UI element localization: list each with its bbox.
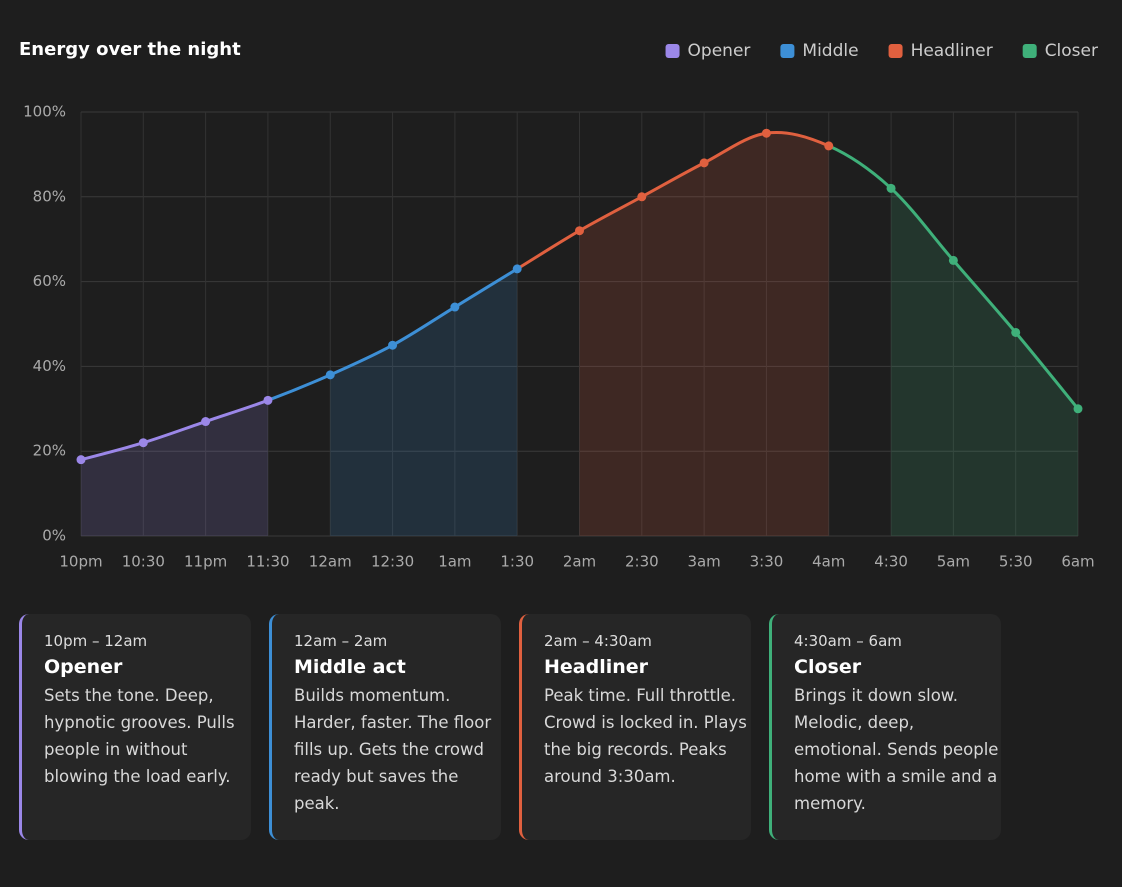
card: 2am – 4:30am Headliner Peak time. Full thr… <box>519 614 751 840</box>
point <box>637 192 647 202</box>
x-tick-label: 1:30 <box>500 553 534 571</box>
card-time: 10pm – 12am <box>44 632 148 650</box>
point <box>388 340 398 350</box>
card: 4:30am – 6am Closer Brings it down slow. M… <box>769 614 1001 840</box>
card-title: Opener <box>44 656 123 678</box>
x-tick-label: 3am <box>687 553 720 571</box>
legend-swatch <box>888 44 903 58</box>
card-title: Closer <box>794 656 862 678</box>
point <box>512 264 522 274</box>
x-tick-label: 6am <box>1061 553 1094 571</box>
y-tick-label: 40% <box>33 357 66 375</box>
x-tick-label: 3:30 <box>750 553 784 571</box>
point <box>325 370 335 380</box>
card-body: Builds momentum. Harder, faster. The flo… <box>294 686 492 813</box>
line <box>80 398 269 462</box>
card-body: Brings it down slow. Melodic, deep, emot… <box>794 686 999 813</box>
area <box>81 400 268 536</box>
point <box>201 417 211 427</box>
card-time: 12am – 2am <box>294 632 388 650</box>
card-title: Middle act <box>294 656 406 678</box>
card-time: 4:30am – 6am <box>794 632 902 650</box>
y-tick-label: 0% <box>42 527 66 545</box>
card-title: Headliner <box>544 656 649 678</box>
legend-label: Middle <box>802 41 858 61</box>
x-tick-label: 2am <box>563 553 596 571</box>
point <box>1073 404 1083 414</box>
point <box>263 395 273 405</box>
point <box>575 226 584 236</box>
point <box>948 255 958 265</box>
connector <box>516 229 581 271</box>
x-tick-label: 4am <box>812 553 845 571</box>
cards: 10pm – 12am Opener Sets the tone. Deep, hy… <box>19 614 1001 840</box>
area <box>579 132 829 536</box>
legend-swatch <box>1022 44 1037 58</box>
card: 12am – 2am Middle act Builds momentum. Har… <box>269 614 501 840</box>
card-time: 2am – 4:30am <box>544 632 652 650</box>
x-tick-label: 12:30 <box>371 553 414 571</box>
x-tick-label: 11:30 <box>246 553 289 571</box>
x-tick-label: 1am <box>438 553 471 571</box>
x-tick-label: 5:30 <box>999 553 1033 571</box>
point <box>450 302 460 312</box>
area <box>891 188 1078 536</box>
card-body: Sets the tone. Deep, hypnotic grooves. P… <box>44 686 235 786</box>
legend-label: Headliner <box>911 41 993 61</box>
legend-label: Opener <box>688 41 751 61</box>
area <box>330 268 518 536</box>
x-tick-label: 10pm <box>59 553 102 571</box>
card: 10pm – 12am Opener Sets the tone. Deep, hy… <box>19 614 251 840</box>
y-tick-label: 100% <box>23 103 66 121</box>
point <box>824 141 834 151</box>
y-tick-label: 20% <box>33 442 66 460</box>
x-tick-label: 11pm <box>184 553 227 571</box>
chart-title: Energy over the night <box>19 39 241 60</box>
line <box>329 267 518 377</box>
point <box>761 128 771 138</box>
card-body: Peak time. Full throttle. Crowd is locke… <box>544 686 747 786</box>
point <box>699 158 709 168</box>
x-tick-label: 12am <box>309 553 352 571</box>
point <box>76 455 86 465</box>
legend-label: Closer <box>1045 41 1098 61</box>
x-tick-label: 10:30 <box>122 553 165 571</box>
legend-swatch <box>665 44 680 58</box>
connector <box>828 144 893 190</box>
x-tick-label: 2:30 <box>625 553 659 571</box>
point <box>886 183 896 193</box>
y-tick-label: 60% <box>33 272 66 290</box>
legend-swatch <box>780 44 795 58</box>
y-tick-label: 80% <box>33 187 66 205</box>
chart: Energy over the night 0% 20% 40% 60% 80% 100%… <box>19 39 1098 571</box>
point <box>138 438 148 448</box>
x-tick-label: 5am <box>937 553 970 571</box>
x-tick-label: 4:30 <box>874 553 908 571</box>
connector <box>267 373 331 402</box>
point <box>1011 327 1021 337</box>
line <box>890 187 1080 410</box>
